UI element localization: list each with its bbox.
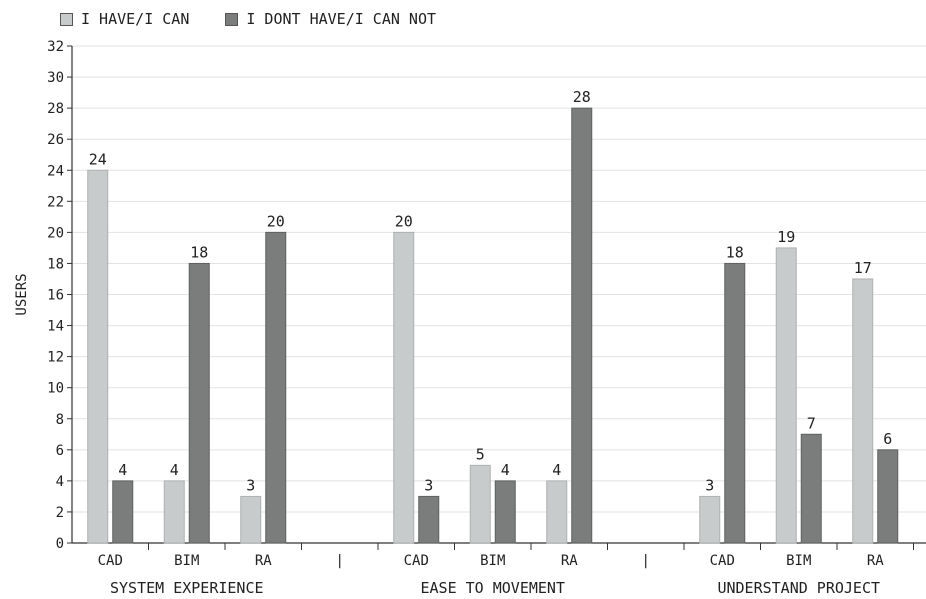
group-separator-label: | xyxy=(336,553,344,569)
value-label: 3 xyxy=(424,476,433,494)
value-label: 4 xyxy=(552,461,561,479)
category-label: RA xyxy=(561,553,578,569)
y-tick-label: 4 xyxy=(56,474,64,490)
y-tick-label: 26 xyxy=(47,132,64,148)
bar-have xyxy=(393,231,415,544)
group-label: SYSTEM EXPERIENCE xyxy=(110,579,264,597)
y-tick-label: 28 xyxy=(47,101,64,117)
y-tick-label: 12 xyxy=(47,350,64,366)
y-tick-label: 8 xyxy=(56,412,64,428)
bar-dont-have xyxy=(188,262,210,544)
category-label: BIM xyxy=(174,553,199,569)
category-label: BIM xyxy=(480,553,505,569)
bar-dont-have xyxy=(112,480,134,544)
bar-dont-have xyxy=(265,231,287,544)
value-label: 28 xyxy=(573,88,591,106)
value-label: 20 xyxy=(267,212,285,230)
value-label: 20 xyxy=(395,212,413,230)
bar-have xyxy=(775,247,797,544)
value-label: 19 xyxy=(777,228,795,246)
y-tick-label: 0 xyxy=(56,536,64,552)
group-label: EASE TO MOVEMENT xyxy=(421,579,566,597)
bar-have xyxy=(87,169,109,544)
y-tick-label: 2 xyxy=(56,505,64,521)
y-tick-label: 14 xyxy=(47,319,64,335)
y-tick-label: 24 xyxy=(47,163,64,179)
y-tick-label: 20 xyxy=(47,225,64,241)
bar-dont-have xyxy=(571,107,593,544)
legend-swatch-dont-have xyxy=(225,12,239,26)
bar-have xyxy=(240,495,262,544)
bar-dont-have xyxy=(724,262,746,544)
y-tick-label: 32 xyxy=(47,39,64,55)
legend-label-dont-have: I DONT HAVE/I CAN NOT xyxy=(246,10,437,28)
bar-have xyxy=(163,480,185,544)
value-label: 4 xyxy=(170,461,179,479)
category-label: CAD xyxy=(710,553,735,569)
value-label: 17 xyxy=(854,259,872,277)
bar-dont-have xyxy=(877,449,899,544)
value-label: 18 xyxy=(190,243,208,261)
y-tick-label: 6 xyxy=(56,443,64,459)
group-label: UNDERSTAND PROJECT xyxy=(717,579,880,597)
bar-dont-have xyxy=(800,433,822,544)
legend-item-dont-have: I DONT HAVE/I CAN NOT xyxy=(225,10,436,28)
y-tick-label: 22 xyxy=(47,194,64,210)
y-tick-label: 10 xyxy=(47,381,64,397)
bar-have xyxy=(852,278,874,544)
bar-have xyxy=(546,480,568,544)
y-tick-label: 30 xyxy=(47,70,64,86)
legend: I HAVE/I CAN I DONT HAVE/I CAN NOT xyxy=(60,8,436,30)
legend-item-have: I HAVE/I CAN xyxy=(60,10,189,28)
category-label: RA xyxy=(255,553,272,569)
category-label: CAD xyxy=(98,553,123,569)
value-label: 7 xyxy=(807,414,816,432)
y-tick-label: 16 xyxy=(47,288,64,304)
bar-have xyxy=(699,495,721,544)
bar-dont-have xyxy=(494,480,516,544)
bar-have xyxy=(469,464,491,544)
category-label: RA xyxy=(867,553,884,569)
bars xyxy=(87,107,899,544)
value-label: 18 xyxy=(726,243,744,261)
value-label: 24 xyxy=(89,150,107,168)
legend-swatch-have xyxy=(60,12,73,26)
value-label: 4 xyxy=(118,461,127,479)
value-label: 4 xyxy=(501,461,510,479)
legend-label-have: I HAVE/I CAN xyxy=(81,10,190,28)
value-label: 3 xyxy=(246,476,255,494)
group-separator-label: | xyxy=(642,553,650,569)
bar-dont-have xyxy=(418,495,440,544)
category-label: BIM xyxy=(786,553,811,569)
value-label: 3 xyxy=(705,476,714,494)
category-label: CAD xyxy=(404,553,429,569)
value-label: 6 xyxy=(883,430,892,448)
value-label: 5 xyxy=(476,445,485,463)
y-axis-title: USERS xyxy=(14,273,30,315)
y-tick-label: 18 xyxy=(47,256,64,272)
